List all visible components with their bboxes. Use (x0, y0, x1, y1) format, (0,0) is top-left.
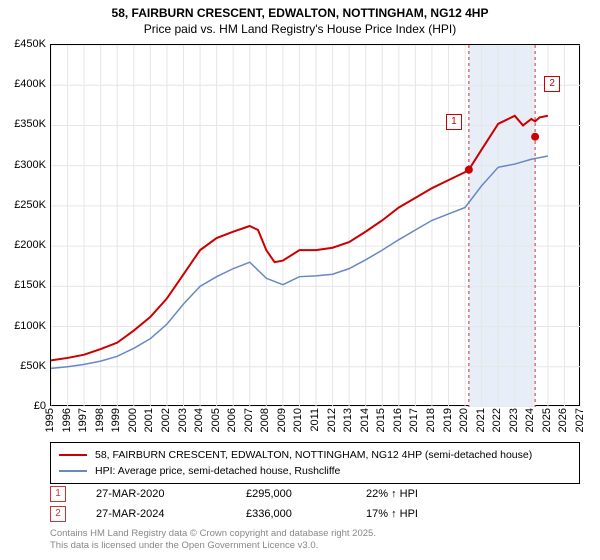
chart-subtitle: Price paid vs. HM Land Registry's House … (0, 22, 600, 40)
event-price: £295,000 (246, 488, 366, 500)
y-tick-label: £400K (14, 78, 46, 90)
y-tick-label: £50K (20, 360, 46, 372)
x-tick-label: 2015 (375, 408, 387, 432)
x-tick-label: 2025 (541, 408, 553, 432)
x-tick-label: 2027 (574, 408, 586, 432)
x-tick-label: 2017 (408, 408, 420, 432)
legend-item-property: 58, FAIRBURN CRESCENT, EDWALTON, NOTTING… (59, 447, 571, 463)
marker-badge: 1 (50, 486, 66, 502)
x-tick-label: 2019 (442, 408, 454, 432)
x-tick-label: 1995 (44, 408, 56, 432)
x-tick-label: 2001 (143, 408, 155, 432)
marker-label-box: 1 (446, 114, 462, 130)
legend: 58, FAIRBURN CRESCENT, EDWALTON, NOTTING… (50, 442, 580, 484)
legend-swatch (59, 470, 87, 472)
chart-title: 58, FAIRBURN CRESCENT, EDWALTON, NOTTING… (0, 0, 600, 22)
x-tick-label: 2008 (259, 408, 271, 432)
marker-badge: 2 (50, 506, 66, 522)
x-tick-label: 2018 (425, 408, 437, 432)
x-tick-label: 2020 (458, 408, 470, 432)
x-tick-label: 2009 (276, 408, 288, 432)
x-tick-label: 2002 (160, 408, 172, 432)
legend-label: 58, FAIRBURN CRESCENT, EDWALTON, NOTTING… (95, 449, 532, 461)
y-tick-label: £200K (14, 239, 46, 251)
legend-item-hpi: HPI: Average price, semi-detached house,… (59, 463, 571, 479)
x-tick-label: 2023 (508, 408, 520, 432)
event-price: £336,000 (246, 508, 366, 520)
legend-swatch (59, 454, 87, 456)
chart-container: 58, FAIRBURN CRESCENT, EDWALTON, NOTTING… (0, 0, 600, 560)
x-tick-label: 2024 (524, 408, 536, 432)
plot-area (50, 44, 580, 406)
x-tick-label: 2016 (392, 408, 404, 432)
y-tick-label: £100K (14, 320, 46, 332)
x-tick-label: 1996 (61, 408, 73, 432)
y-tick-label: £450K (14, 38, 46, 50)
x-tick-label: 2006 (226, 408, 238, 432)
x-tick-label: 1999 (110, 408, 122, 432)
x-tick-label: 2007 (243, 408, 255, 432)
x-tick-label: 2026 (557, 408, 569, 432)
event-date: 27-MAR-2020 (96, 488, 246, 500)
x-tick-label: 2005 (210, 408, 222, 432)
x-tick-label: 2003 (177, 408, 189, 432)
x-tick-label: 2011 (309, 408, 321, 432)
table-row: 1 27-MAR-2020 £295,000 22% ↑ HPI (50, 484, 580, 504)
event-pct: 22% ↑ HPI (366, 488, 526, 500)
x-tick-label: 2014 (359, 408, 371, 432)
footnote-line: This data is licensed under the Open Gov… (50, 540, 376, 552)
x-tick-label: 1998 (94, 408, 106, 432)
table-row: 2 27-MAR-2024 £336,000 17% ↑ HPI (50, 504, 580, 524)
footnote: Contains HM Land Registry data © Crown c… (50, 528, 376, 552)
marker-label-box: 2 (544, 76, 560, 92)
event-date: 27-MAR-2024 (96, 508, 246, 520)
legend-label: HPI: Average price, semi-detached house,… (95, 465, 340, 477)
event-pct: 17% ↑ HPI (366, 508, 526, 520)
x-tick-label: 2000 (127, 408, 139, 432)
y-tick-label: £300K (14, 159, 46, 171)
x-tick-label: 2022 (491, 408, 503, 432)
y-tick-label: £150K (14, 279, 46, 291)
x-tick-label: 1997 (77, 408, 89, 432)
x-tick-label: 2004 (193, 408, 205, 432)
chart-svg (51, 45, 581, 407)
x-tick-label: 2021 (475, 408, 487, 432)
y-tick-label: £250K (14, 199, 46, 211)
footnote-line: Contains HM Land Registry data © Crown c… (50, 528, 376, 540)
price-events-table: 1 27-MAR-2020 £295,000 22% ↑ HPI 2 27-MA… (50, 484, 580, 524)
x-tick-label: 2012 (326, 408, 338, 432)
x-tick-label: 2010 (292, 408, 304, 432)
x-tick-label: 2013 (342, 408, 354, 432)
y-tick-label: £350K (14, 118, 46, 130)
